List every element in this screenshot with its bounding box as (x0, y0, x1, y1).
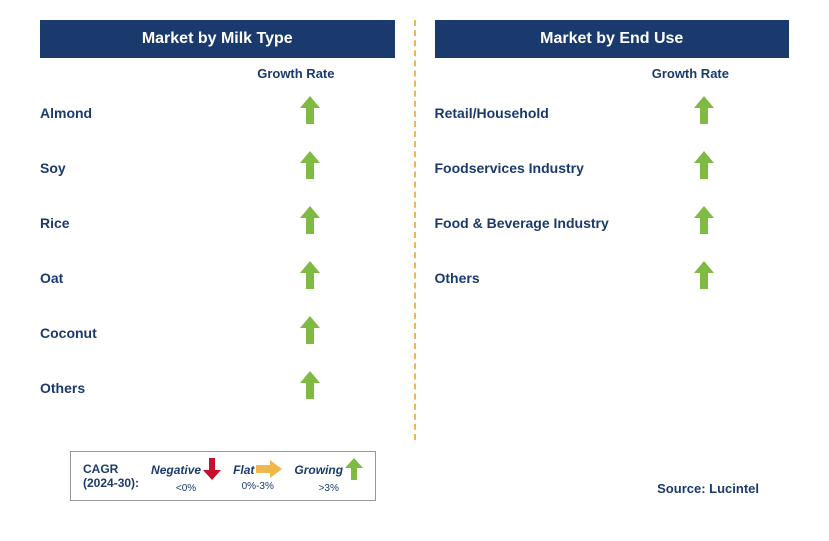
source-label: Source: Lucintel (657, 481, 759, 496)
item-label: Oat (40, 270, 63, 286)
arrow-right-icon (256, 460, 282, 481)
growing-sub: >3% (319, 483, 339, 494)
negative-sub: <0% (176, 483, 196, 494)
item-label: Foodservices Industry (435, 160, 584, 176)
item-label: Food & Beverage Industry (435, 215, 609, 231)
left-panel-title: Market by Milk Type (40, 20, 395, 58)
arrow-up-icon (694, 206, 714, 239)
arrow-up-icon (300, 151, 320, 184)
item-row: Others (40, 371, 395, 404)
item-row: Others (435, 261, 790, 294)
arrow-up-icon (300, 206, 320, 239)
arrow-up-icon (694, 261, 714, 294)
right-growth-header: Growth Rate (435, 66, 790, 81)
item-label: Coconut (40, 325, 97, 341)
arrow-up-icon (694, 151, 714, 184)
cagr-line2: (2024-30): (83, 476, 139, 490)
left-growth-header: Growth Rate (40, 66, 395, 81)
growing-label: Growing (294, 463, 343, 477)
main-container: Market by Milk Type Growth Rate Almond So… (20, 20, 809, 440)
legend-flat: Flat 0%-3% (233, 460, 282, 492)
item-label: Retail/Household (435, 105, 549, 121)
arrow-down-icon (203, 458, 221, 483)
item-label: Almond (40, 105, 92, 121)
arrow-up-icon (345, 458, 363, 483)
arrow-up-icon (300, 96, 320, 129)
legend-negative: Negative <0% (151, 458, 221, 494)
item-label: Rice (40, 215, 70, 231)
item-label: Soy (40, 160, 66, 176)
arrow-up-icon (694, 96, 714, 129)
item-label: Others (435, 270, 480, 286)
negative-label: Negative (151, 463, 201, 477)
left-panel: Market by Milk Type Growth Rate Almond So… (20, 20, 415, 440)
legend-growing: Growing >3% (294, 458, 363, 494)
item-row: Retail/Household (435, 96, 790, 129)
left-items: Almond Soy Rice Oat Coconut Others (40, 96, 395, 404)
item-row: Oat (40, 261, 395, 294)
legend-box: CAGR (2024-30): Negative <0% Flat 0%-3% … (70, 451, 376, 501)
right-panel: Market by End Use Growth Rate Retail/Hou… (415, 20, 810, 440)
item-row: Almond (40, 96, 395, 129)
right-panel-title: Market by End Use (435, 20, 790, 58)
legend-cagr: CAGR (2024-30): (83, 462, 139, 491)
item-label: Others (40, 380, 85, 396)
flat-sub: 0%-3% (242, 481, 274, 492)
item-row: Coconut (40, 316, 395, 349)
cagr-line1: CAGR (83, 462, 118, 476)
item-row: Rice (40, 206, 395, 239)
vertical-divider (414, 20, 416, 440)
item-row: Soy (40, 151, 395, 184)
item-row: Food & Beverage Industry (435, 206, 790, 239)
arrow-up-icon (300, 316, 320, 349)
right-items: Retail/Household Foodservices Industry Foo… (435, 96, 790, 294)
flat-label: Flat (233, 463, 254, 477)
item-row: Foodservices Industry (435, 151, 790, 184)
arrow-up-icon (300, 371, 320, 404)
arrow-up-icon (300, 261, 320, 294)
